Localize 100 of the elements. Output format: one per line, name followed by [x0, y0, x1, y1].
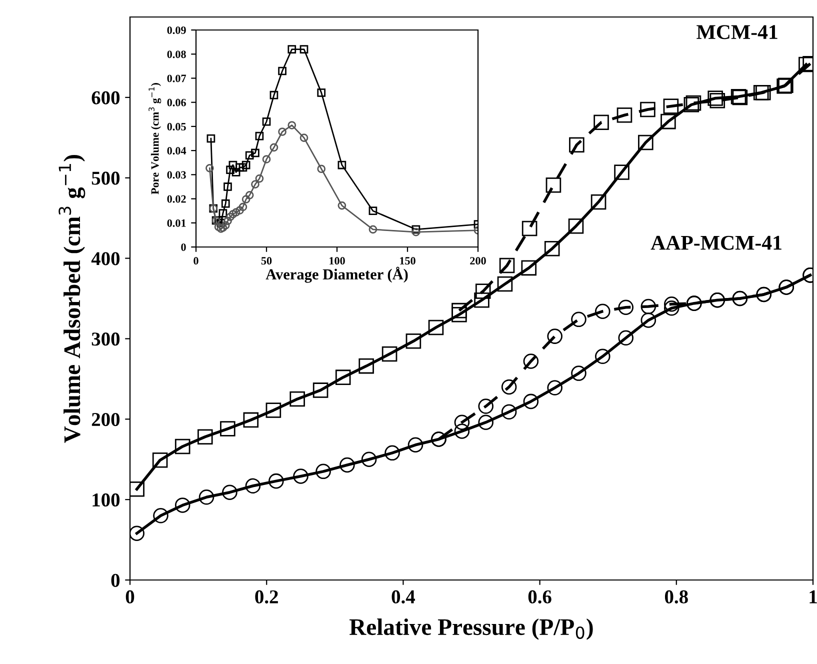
point	[478, 414, 494, 430]
point	[640, 102, 656, 118]
point	[546, 177, 562, 193]
point	[358, 358, 374, 374]
point	[412, 228, 420, 236]
point	[452, 306, 467, 322]
point	[499, 258, 515, 274]
point	[221, 221, 230, 230]
point	[300, 45, 308, 54]
point	[226, 166, 234, 174]
point	[340, 457, 355, 473]
point	[568, 218, 584, 234]
x-tick-label: 0.4	[392, 590, 415, 604]
point	[478, 398, 494, 414]
y-tick-label: 200	[92, 412, 120, 426]
y-tick-label: 0.02	[167, 195, 186, 203]
point	[221, 199, 230, 208]
y-tick-label: 0	[181, 243, 186, 251]
point	[368, 206, 378, 215]
point	[660, 114, 676, 130]
point	[255, 174, 264, 183]
x-axis-title: Average Diameter (Å)	[266, 266, 408, 283]
point	[152, 452, 168, 468]
point	[226, 212, 234, 222]
point	[278, 66, 286, 76]
series-label: AAP-MCM-41	[650, 236, 782, 250]
x-tick-label: 0.2	[255, 590, 278, 604]
point	[236, 206, 244, 215]
y-tick-label: 0.05	[167, 122, 186, 130]
point	[547, 328, 562, 344]
point	[501, 404, 517, 420]
point	[406, 333, 422, 349]
point	[153, 508, 168, 524]
point	[618, 300, 634, 315]
point	[174, 498, 190, 513]
point	[798, 56, 813, 72]
x-tick-label: 150	[400, 257, 416, 265]
x-tick-label: 1	[810, 590, 817, 604]
point	[245, 151, 254, 160]
point	[216, 224, 226, 233]
point	[242, 160, 250, 170]
x-tick-label: 0	[126, 590, 134, 604]
y-tick-label: 100	[92, 493, 120, 507]
point	[412, 225, 420, 234]
y-tick-label: 500	[92, 172, 120, 185]
point	[198, 490, 214, 505]
point	[594, 304, 610, 320]
point	[130, 526, 144, 541]
y-tick-label: 0.01	[167, 219, 186, 227]
point	[245, 478, 261, 494]
point	[614, 164, 630, 180]
point	[501, 379, 517, 395]
y-tick-label: 0.08	[167, 50, 186, 58]
point	[228, 160, 238, 170]
point	[571, 312, 586, 328]
point	[174, 438, 190, 454]
point	[290, 391, 305, 407]
y-tick-label: 0.06	[167, 98, 186, 106]
x-tick-label: 100	[330, 257, 345, 265]
point	[316, 464, 331, 480]
x-tick-label: 50	[261, 257, 272, 265]
point	[222, 484, 238, 500]
point	[454, 414, 470, 430]
point	[616, 107, 632, 123]
y-axis-title: Volume Adsorbed (cm$^{3}$ g$^{−1}$)	[58, 155, 86, 443]
point	[454, 424, 470, 439]
point	[218, 224, 228, 232]
x-tick-label: 200	[470, 257, 486, 265]
point	[361, 452, 377, 467]
point	[317, 88, 326, 97]
point	[300, 134, 308, 142]
point	[664, 296, 680, 312]
point	[474, 292, 490, 308]
point	[197, 429, 213, 444]
point	[317, 164, 326, 174]
point	[640, 312, 656, 328]
point	[238, 163, 248, 172]
point	[594, 348, 610, 364]
point	[278, 128, 286, 136]
y-tick-label: 0.03	[167, 171, 186, 179]
point	[594, 114, 609, 130]
point	[452, 302, 467, 318]
point	[255, 132, 264, 140]
point	[640, 298, 656, 314]
point	[571, 366, 586, 381]
point	[408, 437, 424, 453]
point	[224, 182, 232, 191]
series-label: MCM-41	[696, 25, 778, 40]
point	[521, 260, 537, 276]
point	[338, 160, 346, 170]
point	[232, 208, 240, 216]
x-tick-label: 0.8	[664, 590, 688, 604]
point	[569, 137, 584, 153]
y-tick-label: 0.07	[167, 74, 186, 82]
point	[475, 284, 491, 299]
point	[547, 380, 562, 396]
point	[382, 346, 398, 362]
point	[638, 134, 654, 150]
point	[288, 121, 296, 130]
point	[220, 421, 236, 436]
